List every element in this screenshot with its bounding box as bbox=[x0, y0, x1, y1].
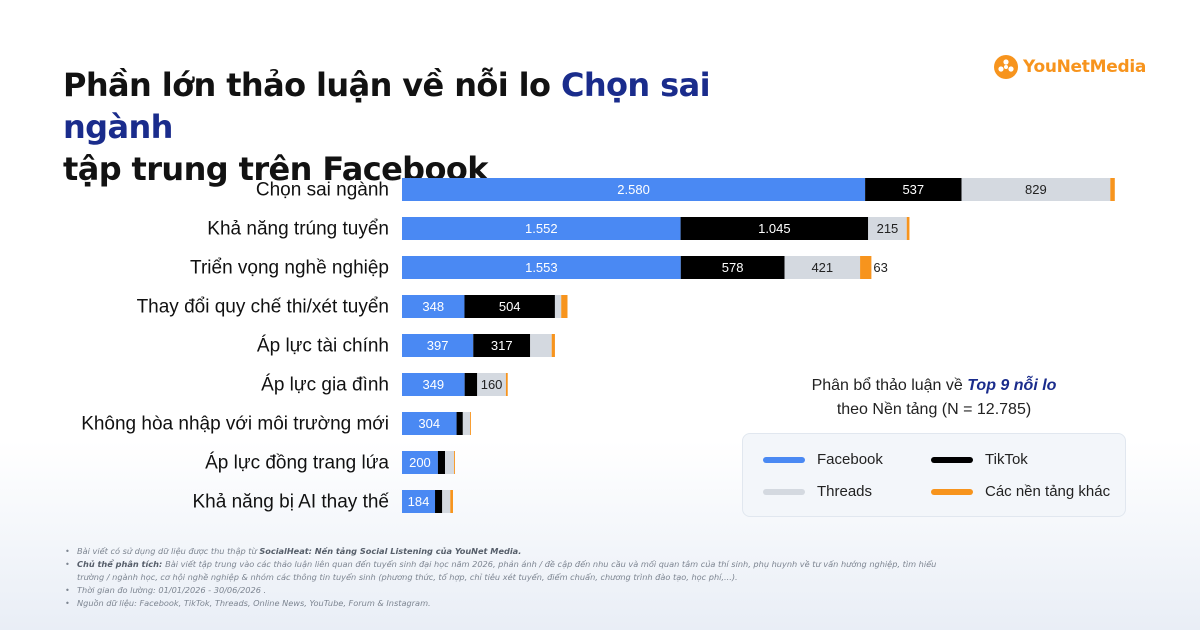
data-label: 184 bbox=[408, 494, 430, 509]
bar-segment bbox=[680, 217, 869, 240]
legend-item-tiktok: TikTok bbox=[931, 451, 1028, 468]
category-label: Khả năng bị AI thay thế bbox=[193, 492, 390, 513]
bar-segment bbox=[1110, 178, 1115, 201]
bar-segment bbox=[454, 451, 455, 474]
bar-segment bbox=[402, 334, 474, 357]
legend-swatch-tiktok bbox=[931, 456, 973, 463]
footnote-text: Thời gian đo lường: 01/01/2026 - 30/06/2… bbox=[77, 585, 267, 595]
category-label: Thay đổi quy chế thi/xét tuyển bbox=[137, 297, 389, 318]
bar-segment bbox=[473, 334, 531, 357]
category-label: Áp lực đồng trang lứa bbox=[205, 453, 389, 474]
bar-segment bbox=[561, 295, 568, 318]
legend: Facebook TikTok Threads Các nền tảng khá… bbox=[742, 433, 1126, 517]
data-label: 63 bbox=[873, 260, 887, 275]
bar-segment bbox=[680, 256, 785, 279]
data-label: 504 bbox=[499, 299, 521, 314]
bar-segment bbox=[437, 451, 446, 474]
data-label: 397 bbox=[427, 338, 449, 353]
footnote-data-sources: Nguồn dữ liệu: Facebook, TikTok, Threads… bbox=[65, 597, 965, 610]
legend-title: Phân bổ thảo luận về Top 9 nỗi lo theo N… bbox=[740, 374, 1128, 422]
bar-segment bbox=[551, 334, 555, 357]
data-label: 537 bbox=[902, 182, 924, 197]
bar-segment bbox=[860, 256, 872, 279]
bar-segment bbox=[906, 217, 910, 240]
data-label: 2.580 bbox=[617, 182, 650, 197]
data-label: 1.553 bbox=[525, 260, 558, 275]
bar-segment bbox=[456, 412, 463, 435]
data-label: 829 bbox=[1025, 182, 1047, 197]
bar-segment bbox=[402, 490, 436, 513]
bar-segment bbox=[961, 178, 1111, 201]
legend-swatch-facebook bbox=[763, 456, 805, 463]
category-label: Chọn sai ngành bbox=[256, 180, 389, 201]
bar-segment bbox=[784, 256, 861, 279]
bar-segment bbox=[554, 295, 562, 318]
bar-segment bbox=[505, 373, 508, 396]
brand-logo: YouNetMedia bbox=[993, 54, 1146, 80]
data-label: 1.045 bbox=[758, 221, 791, 236]
category-label: Triển vọng nghề nghiệp bbox=[190, 258, 389, 279]
legend-label-facebook: Facebook bbox=[817, 451, 883, 468]
footnote-text: Nguồn dữ liệu: Facebook, TikTok, Threads… bbox=[77, 598, 431, 608]
category-label: Áp lực gia đình bbox=[261, 375, 389, 396]
data-label: 421 bbox=[811, 260, 833, 275]
data-label: 160 bbox=[481, 377, 503, 392]
bar-segment bbox=[402, 451, 438, 474]
bar-segment bbox=[470, 412, 471, 435]
footnote-period: Thời gian đo lường: 01/01/2026 - 30/06/2… bbox=[65, 584, 965, 597]
bar-segment bbox=[530, 334, 552, 357]
bar-segment bbox=[402, 217, 681, 240]
bar-segment bbox=[402, 178, 866, 201]
footnote-bold: Chủ thể phân tích: bbox=[77, 559, 166, 569]
category-label: Áp lực tài chính bbox=[257, 336, 389, 357]
data-label: 215 bbox=[877, 221, 899, 236]
legend-item-facebook: Facebook bbox=[763, 451, 883, 468]
bar-segment bbox=[477, 373, 506, 396]
bar-segment bbox=[442, 490, 451, 513]
legend-item-other: Các nền tảng khác bbox=[931, 483, 1110, 500]
data-label: 348 bbox=[422, 299, 444, 314]
footnote-subject: Chủ thể phân tích: Bài viết tập trung và… bbox=[65, 558, 965, 584]
data-label: 1.552 bbox=[525, 221, 558, 236]
younet-logo-icon bbox=[994, 55, 1018, 79]
legend-label-threads: Threads bbox=[817, 483, 873, 500]
bar-segment bbox=[402, 256, 681, 279]
legend-title-highlight: Top 9 nỗi lo bbox=[967, 377, 1057, 394]
title-part1: Phần lớn thảo luận về nỗi lo bbox=[63, 66, 561, 104]
footnote-text: Bài viết tập trung vào các thảo luận liê… bbox=[77, 559, 937, 582]
legend-item-threads: Threads bbox=[763, 483, 872, 500]
title-highlight: Chọn sai ngành bbox=[63, 66, 711, 146]
bar-segment bbox=[445, 451, 455, 474]
legend-label-other: Các nền tảng khác bbox=[985, 483, 1111, 500]
data-label: 317 bbox=[491, 338, 513, 353]
bar-segment bbox=[402, 412, 457, 435]
footnotes: Bài viết có sử dụng dữ liệu được thu thậ… bbox=[65, 545, 965, 610]
footnote-text: Bài viết có sử dụng dữ liệu được thu thậ… bbox=[77, 546, 260, 556]
bar-segment bbox=[402, 373, 465, 396]
bar-segment bbox=[865, 178, 962, 201]
logo-text: YouNetMedia bbox=[1023, 57, 1147, 77]
legend-title-prefix: Phân bổ thảo luận về bbox=[811, 377, 968, 394]
data-label: 304 bbox=[418, 416, 440, 431]
category-label: Khả năng trúng tuyển bbox=[207, 219, 389, 240]
legend-swatch-threads bbox=[763, 488, 805, 495]
footnote-source-tool: Bài viết có sử dụng dữ liệu được thu thậ… bbox=[65, 545, 965, 558]
bar-segment bbox=[402, 295, 465, 318]
bar-segment bbox=[464, 373, 478, 396]
footnote-bold: SocialHeat: Nền tảng Social Listening củ… bbox=[259, 546, 522, 556]
legend-label-tiktok: TikTok bbox=[985, 451, 1028, 468]
bar-segment bbox=[462, 412, 471, 435]
bar-segment bbox=[450, 490, 453, 513]
legend-title-line2: theo Nền tảng (N = 12.785) bbox=[836, 401, 1032, 418]
data-label: 349 bbox=[422, 377, 444, 392]
category-label: Không hòa nhập với môi trường mới bbox=[81, 414, 389, 435]
data-label: 578 bbox=[722, 260, 744, 275]
data-label: 200 bbox=[409, 455, 431, 470]
bar-segment bbox=[435, 490, 443, 513]
bar-segment bbox=[464, 295, 555, 318]
bar-segment bbox=[868, 217, 907, 240]
legend-swatch-other bbox=[931, 488, 973, 495]
